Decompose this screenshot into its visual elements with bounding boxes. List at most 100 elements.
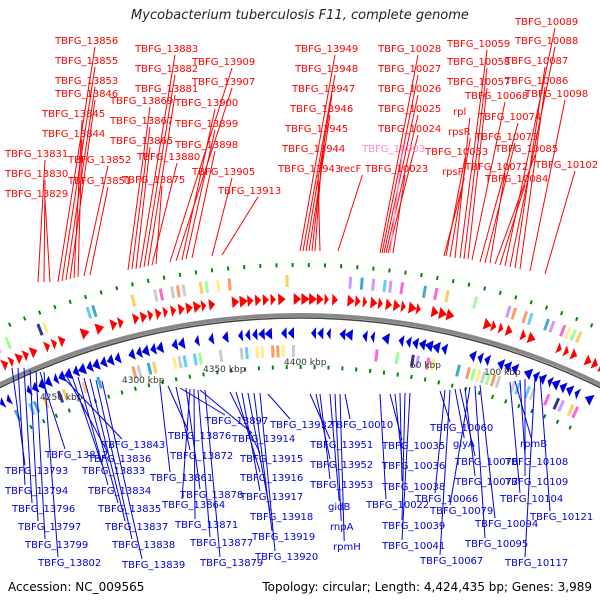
leader-line [315,393,331,460]
gene-label: TBFG_13812 [44,450,108,461]
leader-line [69,99,96,280]
reverse-gene-arrow [432,341,441,354]
gene-label: TBFG_13845 [41,109,105,120]
forward-gene-arrow [309,293,317,306]
reverse-gene-arrow [574,388,582,400]
reverse-gene-arrow [339,328,346,341]
scale-label: 100 kbp [484,368,521,378]
reverse-gene-arrow [287,327,295,340]
gene-label: TBFG_13919 [251,532,315,543]
gene-label: TBFG_13844 [41,129,105,140]
reverse-gene-arrow [511,363,520,376]
forward-gene-arrow [177,303,185,316]
leader-line [127,106,151,271]
tick-mark [382,370,386,375]
reverse-gene-arrow [264,327,273,340]
leader-line [471,101,506,261]
leader-line [524,376,536,558]
forward-gene-arrow [162,306,168,319]
gene-label: TBFG_10109 [504,477,568,488]
gene-label: TBFG_13881 [134,84,198,95]
leader-line [175,386,191,451]
gene-label: TBFG_13913 [217,186,281,197]
feature-block [175,285,181,298]
tick-mark [467,282,471,287]
leader-line [319,393,331,480]
leader-line [35,370,46,540]
gene-label: TBFG_13846 [54,89,118,100]
gene-label: TBFG_10035 [381,441,445,452]
reverse-gene-arrow [539,374,548,386]
reverse-gene-arrow [412,337,420,350]
forward-gene-arrow [293,293,302,306]
reverse-gene-arrow [114,351,122,364]
feature-block [548,320,556,333]
gene-label: TBFG_10074 [477,112,541,123]
feature-block [153,289,159,302]
forward-gene-arrow [254,294,262,307]
tick-mark [84,294,88,300]
gene-label: TBFG_10038 [381,482,445,493]
feature-block [348,276,353,289]
leader-line [253,392,273,532]
feature-block [394,352,400,365]
leader-line [401,392,406,521]
feature-block [192,353,198,366]
tick-mark [436,275,439,281]
feature-block [574,331,583,344]
gene-label: TBFG_13836 [87,454,151,465]
leader-line [43,371,59,558]
reverse-gene-arrow [77,362,88,375]
tick-mark [120,390,124,395]
leader-line [499,184,526,266]
gene-label: rpmH [333,542,361,553]
leader-line [199,389,253,434]
leader-line [544,170,576,275]
leader-line [235,391,261,473]
forward-gene-arrow [21,350,29,362]
leader-line [151,162,178,266]
leader-line [464,387,476,477]
tick-mark [41,419,46,424]
leader-line [147,94,176,267]
forward-gene-arrow [192,301,202,314]
forward-gene-labels: TBFG_13856 TBFG_13855 TBFG_13853 TBFG_13846… [4,17,598,200]
scale-label: 50 kbp [410,361,441,371]
tick-mark [544,305,549,310]
forward-gene-arrow [497,322,504,334]
leader-line [197,389,211,538]
tick-mark [67,408,71,413]
gene-label: TBFG_10117 [504,558,568,569]
reverse-gene-arrow [503,361,513,373]
gene-label: TBFG_13867 [109,116,173,127]
map-title: Mycobacterium tuberculosis F11, complete… [131,8,469,23]
tick-mark [451,278,455,284]
gene-label: TBFG_13799 [24,540,88,551]
gene-label: TBFG_13920 [254,552,318,563]
gene-label: TBFG_10094 [474,519,538,530]
feature-block [455,364,461,377]
reverse-gene-arrow [418,338,427,351]
leader-line [305,94,333,252]
gene-label: TBFG_13833 [81,466,145,477]
tick-mark [555,419,560,424]
feature-block [270,345,275,358]
tick-mark [29,424,33,430]
leader-line [445,157,466,257]
gene-label: TBFG_13878 [179,490,243,501]
reverse-gene-arrow [45,375,53,387]
leader-line [167,385,189,431]
forward-gene-arrow [231,296,240,309]
gene-label: TBFG_13952 [309,460,373,471]
leader-line [302,74,336,252]
gene-label: TBFG_10060 [429,423,493,434]
reverse-gene-arrow [208,332,215,345]
leader-line [159,384,171,473]
gene-label: TBFG_13945 [284,124,348,135]
forward-gene-arrow [324,293,329,306]
tick-mark [396,372,400,377]
leader-line [259,392,276,552]
gene-label: TBFG_13946 [289,104,353,115]
gene-label: TBFG_13951 [309,440,373,451]
